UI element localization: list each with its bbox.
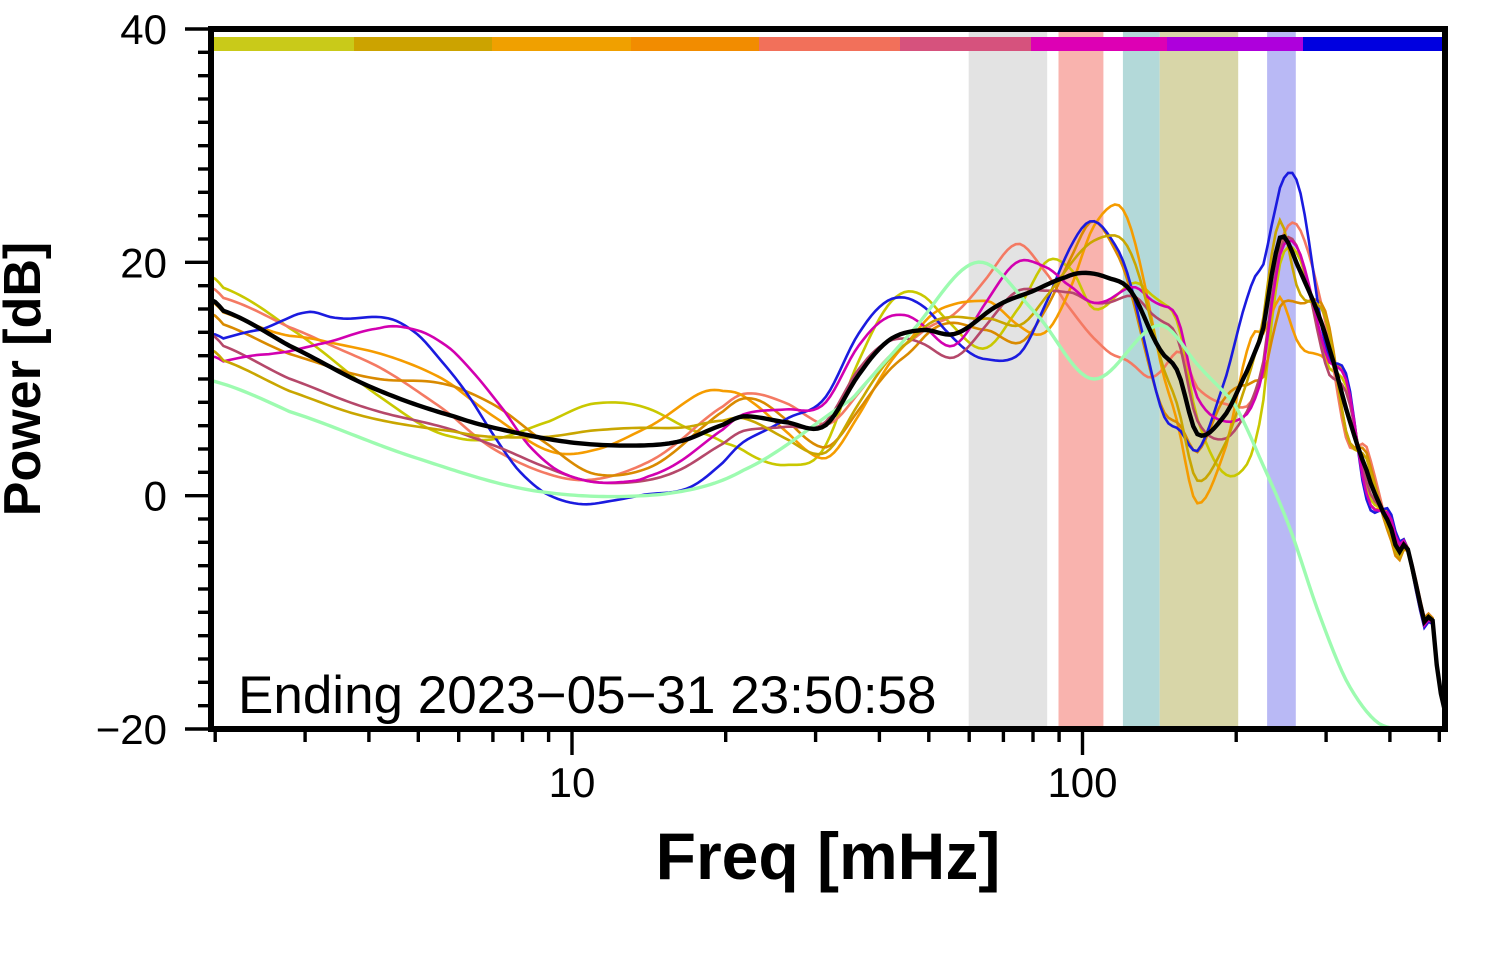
svg-text:Power [dB]: Power [dB]	[0, 242, 52, 516]
svg-text:100: 100	[1047, 759, 1117, 806]
svg-text:0: 0	[144, 473, 167, 520]
svg-text:40: 40	[120, 6, 167, 53]
svg-text:10: 10	[549, 759, 596, 806]
svg-text:−20: −20	[96, 706, 167, 753]
svg-text:Ending 2023−05−31 23:50:58: Ending 2023−05−31 23:50:58	[238, 666, 937, 725]
svg-text:Freq [mHz]: Freq [mHz]	[656, 819, 1001, 893]
svg-text:20: 20	[120, 239, 167, 286]
